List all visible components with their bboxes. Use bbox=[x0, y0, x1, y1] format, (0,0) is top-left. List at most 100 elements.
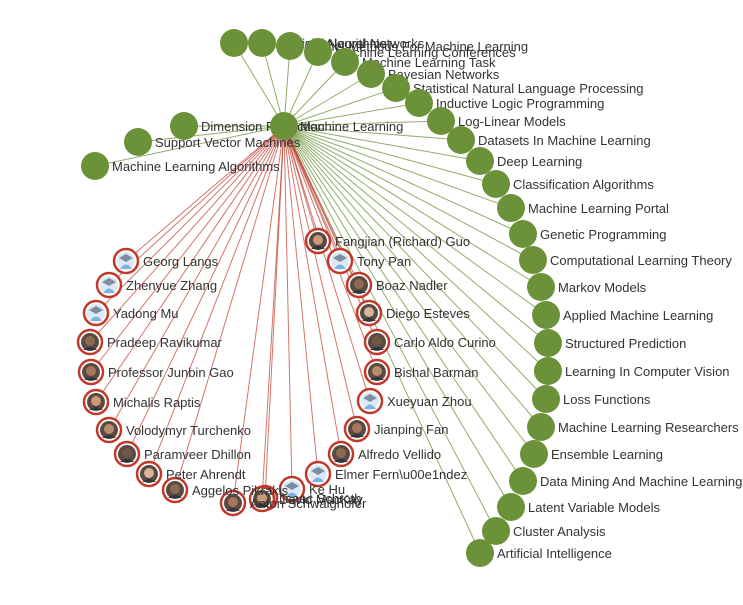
topic-node[interactable]: Loss Functions bbox=[532, 385, 651, 413]
topic-node-label: Ensemble Learning bbox=[551, 447, 663, 462]
topic-node-label: Computational Learning Theory bbox=[550, 253, 732, 268]
person-node-label: Tony Pan bbox=[357, 254, 411, 269]
person-node-label: Anton Schwaighofer bbox=[250, 496, 367, 511]
topic-node[interactable]: Computational Learning Theory bbox=[519, 246, 732, 274]
avatar-icon bbox=[360, 304, 378, 322]
topic-node-label: Machine Learning Researchers bbox=[558, 420, 739, 435]
topic-node-circle[interactable] bbox=[519, 246, 547, 274]
topic-node-circle[interactable] bbox=[534, 357, 562, 385]
topic-node[interactable]: Ensemble Learning bbox=[520, 440, 663, 468]
topic-node[interactable]: Markov Models bbox=[527, 273, 647, 301]
topic-node-circle[interactable] bbox=[276, 32, 304, 60]
topic-node-label: Cluster Analysis bbox=[513, 524, 606, 539]
topic-node[interactable]: Structured Prediction bbox=[534, 329, 686, 357]
topic-node-circle[interactable] bbox=[357, 60, 385, 88]
avatar-icon bbox=[166, 481, 184, 499]
topic-node-circle[interactable] bbox=[527, 273, 555, 301]
topic-node-circle[interactable] bbox=[466, 147, 494, 175]
avatar-icon bbox=[348, 420, 366, 438]
topic-node[interactable]: Applied Machine Learning bbox=[532, 301, 713, 329]
avatar-icon bbox=[140, 465, 158, 483]
topic-node-circle[interactable] bbox=[527, 413, 555, 441]
topic-node-circle[interactable] bbox=[482, 170, 510, 198]
topic-node-circle[interactable] bbox=[331, 48, 359, 76]
topic-node-circle[interactable] bbox=[382, 74, 410, 102]
topic-node-circle[interactable] bbox=[220, 29, 248, 57]
topic-node-label: Latent Variable Models bbox=[528, 500, 661, 515]
topic-node-circle[interactable] bbox=[405, 89, 433, 117]
avatar-icon bbox=[309, 465, 327, 483]
person-node[interactable]: Jianping Fan bbox=[345, 417, 448, 441]
topic-node-circle[interactable] bbox=[497, 194, 525, 222]
person-node[interactable]: Zhenyue Zhang bbox=[97, 273, 217, 297]
topic-node-circle[interactable] bbox=[124, 128, 152, 156]
topic-node-circle[interactable] bbox=[248, 29, 276, 57]
topic-node-circle[interactable] bbox=[497, 493, 525, 521]
topic-node-circle[interactable] bbox=[447, 126, 475, 154]
avatar-icon bbox=[332, 445, 350, 463]
person-edge bbox=[284, 126, 341, 454]
topic-node-label: Structured Prediction bbox=[565, 336, 686, 351]
person-node[interactable]: Georg Langs bbox=[114, 249, 219, 273]
person-node[interactable]: Xueyuan Zhou bbox=[358, 389, 472, 413]
person-node[interactable]: Alfredo Vellido bbox=[329, 442, 441, 466]
person-node-label: Aggelos Pikrakis bbox=[192, 483, 289, 498]
topic-node-label: Datasets In Machine Learning bbox=[478, 133, 651, 148]
person-node-label: Professor Junbin Gao bbox=[108, 365, 234, 380]
avatar-icon bbox=[87, 304, 105, 322]
person-node-label: Michalis Raptis bbox=[113, 395, 201, 410]
topic-node[interactable]: Machine Learning Researchers bbox=[527, 413, 739, 441]
topic-node-label: Artificial Intelligence bbox=[497, 546, 612, 561]
topic-node-label: Data Mining And Machine Learning Softwar… bbox=[540, 474, 743, 489]
topic-node-label: Learning In Computer Vision bbox=[565, 364, 730, 379]
topic-node-label: Genetic Programming bbox=[540, 227, 666, 242]
avatar-icon bbox=[87, 393, 105, 411]
topic-node-circle[interactable] bbox=[534, 329, 562, 357]
topic-node-label: Log-Linear Models bbox=[458, 114, 566, 129]
person-node[interactable]: Boaz Nadler bbox=[347, 273, 448, 297]
topic-node-circle[interactable] bbox=[81, 152, 109, 180]
topic-node[interactable]: Log-Linear Models bbox=[427, 107, 566, 135]
topic-node-circle[interactable] bbox=[532, 385, 560, 413]
topic-node-circle[interactable] bbox=[520, 440, 548, 468]
person-node-label: Yadong Mu bbox=[113, 306, 179, 321]
topic-node[interactable]: Learning In Computer Vision bbox=[534, 357, 730, 385]
person-node[interactable]: Volodymyr Turchenko bbox=[97, 418, 251, 442]
avatar-icon bbox=[368, 333, 386, 351]
person-node[interactable]: Michalis Raptis bbox=[84, 390, 201, 414]
person-node[interactable]: Pradeep Ravikumar bbox=[78, 330, 223, 354]
topic-node[interactable]: Genetic Programming bbox=[509, 220, 666, 248]
person-edge bbox=[149, 126, 284, 474]
person-node[interactable]: Bishal Barman bbox=[365, 360, 479, 384]
person-node-label: Peter Ahrendt bbox=[166, 467, 246, 482]
person-edge bbox=[262, 126, 284, 499]
avatar-icon bbox=[118, 445, 136, 463]
person-node[interactable]: Professor Junbin Gao bbox=[79, 360, 234, 384]
avatar-icon bbox=[100, 421, 118, 439]
topic-node-circle[interactable] bbox=[304, 38, 332, 66]
person-node[interactable]: Carlo Aldo Curino bbox=[365, 330, 496, 354]
person-node-label: Georg Langs bbox=[143, 254, 219, 269]
topic-node[interactable]: Latent Variable Models bbox=[497, 493, 661, 521]
topic-node[interactable]: Machine Learning Portal bbox=[497, 194, 669, 222]
topic-node-circle[interactable] bbox=[532, 301, 560, 329]
avatar-icon bbox=[361, 392, 379, 410]
person-node-label: Fangjian (Richard) Guo bbox=[335, 234, 470, 249]
person-node-label: Pradeep Ravikumar bbox=[107, 335, 223, 350]
topic-node[interactable]: Cluster Analysis bbox=[482, 517, 606, 545]
topic-node[interactable]: Artificial Intelligence bbox=[466, 539, 612, 567]
topic-node-label: Machine Learning Portal bbox=[528, 201, 669, 216]
topic-node[interactable]: Deep Learning bbox=[466, 147, 582, 175]
center-node-circle[interactable] bbox=[270, 112, 298, 140]
person-edge bbox=[284, 126, 318, 474]
person-node-label: Diego Esteves bbox=[386, 306, 470, 321]
topic-node-circle[interactable] bbox=[509, 220, 537, 248]
topic-node-circle[interactable] bbox=[509, 467, 537, 495]
topic-node-circle[interactable] bbox=[466, 539, 494, 567]
person-node[interactable]: Diego Esteves bbox=[357, 301, 470, 325]
topic-node[interactable]: Data Mining And Machine Learning Softwar… bbox=[509, 467, 743, 495]
topic-node-label: Markov Models bbox=[558, 280, 647, 295]
topic-node[interactable]: Classification Algorithms bbox=[482, 170, 654, 198]
person-node-label: Xueyuan Zhou bbox=[387, 394, 472, 409]
